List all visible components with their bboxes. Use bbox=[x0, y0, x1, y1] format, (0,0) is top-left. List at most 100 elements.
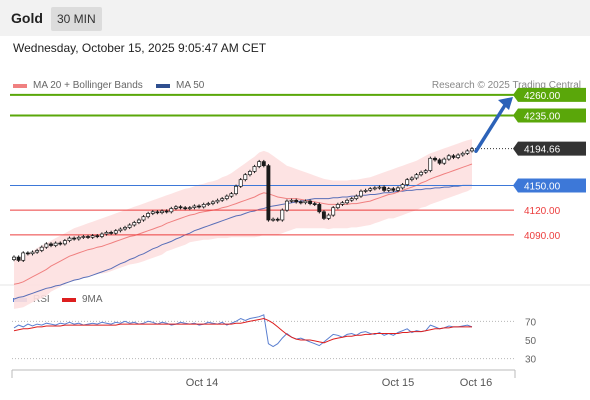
candle-body bbox=[303, 200, 308, 204]
candle-body bbox=[349, 198, 354, 201]
candle-body bbox=[396, 187, 400, 191]
rsi-tick-label: 50 bbox=[525, 336, 537, 347]
candle-body bbox=[331, 207, 336, 216]
candle-body bbox=[326, 214, 331, 219]
candle-body bbox=[155, 211, 160, 214]
candle-body bbox=[465, 150, 470, 154]
candle-body bbox=[345, 199, 350, 204]
candle-body bbox=[113, 230, 118, 234]
candle-body bbox=[136, 219, 141, 223]
candle-body bbox=[160, 210, 164, 213]
candle-body bbox=[298, 201, 303, 204]
timeframe-button[interactable]: 30 MIN bbox=[51, 7, 102, 31]
ma20-swatch bbox=[13, 83, 27, 88]
candle-body bbox=[433, 157, 437, 161]
candle-body bbox=[229, 193, 234, 197]
candle-body bbox=[419, 171, 424, 176]
candle-body bbox=[261, 161, 266, 167]
candle-body bbox=[197, 205, 201, 208]
rsi-ma-swatch bbox=[62, 297, 76, 302]
candle-body bbox=[308, 200, 313, 204]
chart-datetime: Wednesday, October 15, 2025 9:05:47 AM C… bbox=[13, 41, 267, 55]
candle-body bbox=[90, 235, 95, 238]
level-label-4090.00: 4090.00 bbox=[524, 231, 561, 242]
candle-body bbox=[284, 200, 289, 211]
ma20-line bbox=[13, 163, 473, 285]
candle-body bbox=[354, 195, 359, 199]
candle-body bbox=[437, 159, 442, 164]
rsi-tick-label: 70 bbox=[525, 317, 537, 328]
candle-body bbox=[234, 185, 238, 195]
candle-body bbox=[192, 205, 197, 208]
candle-body bbox=[275, 218, 280, 221]
current-price-tag: 4194.66 bbox=[513, 141, 586, 156]
ma50-label: MA 50 bbox=[176, 80, 205, 91]
candle-body bbox=[400, 184, 405, 189]
current-price-tag-bg bbox=[513, 141, 586, 156]
candle-body bbox=[335, 204, 340, 209]
candle-body bbox=[123, 227, 127, 230]
candle-body bbox=[127, 224, 132, 228]
candle-body bbox=[224, 195, 229, 199]
level-tag-4260.00-text: 4260.00 bbox=[524, 91, 561, 102]
candle-body bbox=[451, 155, 456, 158]
ma20-label: MA 20 + Bollinger Bands bbox=[33, 80, 143, 91]
candle-body bbox=[252, 166, 257, 172]
legend-rsi-ma: 9MA bbox=[62, 294, 103, 305]
candle-body bbox=[12, 256, 16, 260]
candle-body bbox=[414, 174, 419, 179]
forecast-arrow-head bbox=[498, 96, 513, 110]
candle-body bbox=[104, 232, 109, 235]
header-bar: Gold 30 MIN bbox=[0, 0, 590, 36]
level-tag-4150.00: 4150.00 bbox=[513, 178, 586, 193]
candle-body bbox=[72, 237, 77, 240]
ma50-line bbox=[13, 184, 472, 300]
candle-body bbox=[294, 199, 299, 203]
candle-body bbox=[81, 236, 86, 238]
candle-body bbox=[405, 179, 410, 185]
candle-body bbox=[382, 186, 387, 191]
candle-body bbox=[16, 256, 21, 261]
x-tick-label: Oct 15 bbox=[382, 377, 414, 389]
candle-body bbox=[409, 177, 414, 180]
level-tag-4235.00: 4235.00 bbox=[513, 108, 586, 123]
candle-body bbox=[271, 218, 276, 221]
candle-body bbox=[317, 204, 322, 213]
candle-body bbox=[257, 161, 262, 167]
x-tick-label: Oct 14 bbox=[186, 377, 218, 389]
candle-body bbox=[39, 246, 44, 251]
candle-body bbox=[368, 188, 373, 191]
candle-body bbox=[220, 198, 225, 201]
symbol-title: Gold bbox=[11, 10, 43, 26]
candle-body bbox=[321, 211, 326, 219]
candle-body bbox=[312, 203, 317, 205]
legend-ma50: MA 50 bbox=[156, 80, 204, 91]
candle-body bbox=[386, 188, 391, 191]
candle-body bbox=[456, 154, 461, 158]
ma50-swatch bbox=[156, 83, 170, 88]
candle-body bbox=[266, 165, 271, 221]
candle-body bbox=[442, 158, 447, 164]
candle-body bbox=[86, 236, 90, 238]
candle-body bbox=[118, 228, 123, 232]
candle-body bbox=[423, 170, 428, 173]
candle-body bbox=[62, 240, 67, 245]
candle-body bbox=[109, 232, 114, 234]
candle-body bbox=[146, 213, 151, 218]
candle-body bbox=[58, 242, 63, 245]
current-price-tag-text: 4194.66 bbox=[524, 145, 561, 156]
candle-body bbox=[206, 203, 211, 205]
candle-body bbox=[460, 152, 465, 156]
candle-body bbox=[30, 251, 35, 255]
level-tag-4150.00-text: 4150.00 bbox=[524, 181, 561, 192]
candle-body bbox=[377, 186, 382, 189]
candle-body bbox=[391, 188, 396, 191]
candle-body bbox=[99, 233, 104, 237]
candle-body bbox=[141, 216, 146, 221]
rsi-tick-label: 30 bbox=[525, 355, 537, 366]
candle-body bbox=[289, 199, 294, 202]
rsi-line bbox=[13, 314, 473, 348]
candle-body bbox=[280, 209, 285, 221]
forecast-arrow-shaft bbox=[474, 100, 509, 153]
